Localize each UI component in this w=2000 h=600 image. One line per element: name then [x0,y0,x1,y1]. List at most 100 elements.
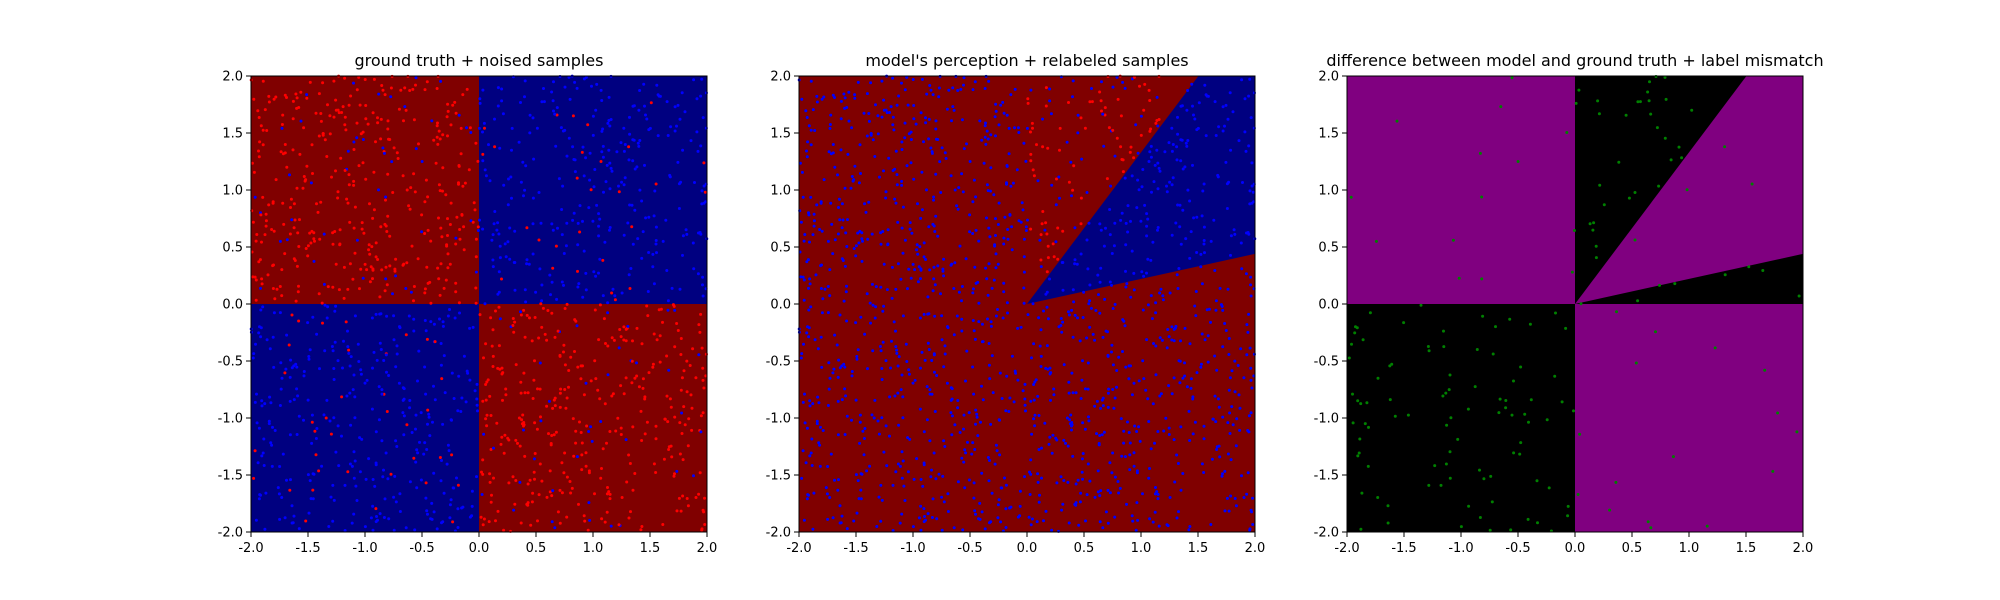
panel-3-x-axis: -2.0 -1.5 -1.0 -0.5 0.0 0.5 1.0 1.5 2.0 [1334,532,1813,556]
sample-point [337,288,341,292]
sample-point [1172,438,1176,442]
sample-point [1121,170,1125,174]
sample-point [806,140,810,144]
sample-point [310,143,314,147]
x-tick-label: 1.5 [1188,541,1209,556]
sample-point [1073,313,1077,317]
sample-point [1228,376,1232,380]
sample-point [961,528,965,532]
sample-point [608,161,612,165]
sample-point [968,160,972,163]
sample-point [1127,364,1131,368]
sample-point [1088,299,1092,303]
sample-point [501,112,505,116]
sample-point [845,527,849,531]
sample-point [1223,322,1227,325]
sample-point [972,392,976,396]
sample-point [815,100,819,104]
sample-point [938,160,942,164]
sample-point [885,288,889,292]
sample-point [526,503,530,507]
sample-point [545,404,549,408]
sample-point [1018,504,1022,508]
sample-point [1180,104,1184,108]
sample-point [384,265,388,269]
sample-point [1090,100,1094,104]
sample-point [661,320,664,324]
sample-point [1079,196,1083,200]
sample-point [345,394,349,398]
region-disagree-lower [1575,253,1803,304]
sample-point [1071,454,1075,458]
sample-point [1221,308,1225,312]
sample-point [653,189,657,193]
sample-point [891,76,895,80]
sample-point [279,150,283,154]
sample-point [868,301,872,305]
sample-point [1023,382,1027,386]
sample-point [840,398,844,402]
sample-point [487,143,490,147]
sample-point [1235,417,1239,421]
sample-point [1181,167,1185,171]
sample-point [931,497,935,501]
sample-point [297,527,301,531]
sample-point [1073,226,1077,230]
sample-point [820,365,824,369]
sample-point [531,491,535,495]
sample-point [1085,238,1089,242]
sample-point [383,222,387,226]
sample-point [376,258,380,261]
sample-point [638,139,642,142]
sample-point [440,235,444,239]
sample-point [446,217,449,221]
sample-point [1512,451,1516,455]
sample-point [1099,266,1103,270]
sample-point [288,375,292,379]
sample-point [1110,471,1114,475]
sample-point [527,262,531,266]
sample-point [654,242,658,246]
sample-point [810,464,814,467]
sample-point [540,283,544,287]
sample-point [1194,290,1198,293]
sample-point [1227,353,1231,356]
sample-point [424,329,428,333]
sample-point [881,340,885,344]
sample-point [1168,496,1172,499]
sample-point [289,197,293,201]
sample-point [1098,434,1102,437]
sample-point [349,423,353,427]
sample-point [419,478,423,482]
sample-point [448,262,452,266]
sample-point [854,254,858,258]
sample-point [304,519,308,523]
sample-point [256,109,260,113]
sample-point [1497,411,1501,415]
sample-point [1055,177,1058,181]
sample-point [254,278,258,282]
sample-point [896,364,900,368]
sample-point [1147,476,1151,480]
sample-point [359,372,363,376]
sample-point [399,88,403,92]
sample-point [561,184,565,188]
sample-point [860,237,864,241]
sample-point [350,521,354,525]
sample-point [1028,493,1032,496]
sample-point [347,173,351,177]
sample-point [960,172,964,176]
sample-point [1030,121,1034,125]
sample-point [254,239,258,243]
sample-point [532,470,536,474]
sample-point [332,378,336,381]
sample-point [876,419,880,423]
sample-point [296,290,300,294]
sample-point [311,497,315,501]
sample-point [274,95,278,99]
sample-point [551,406,555,410]
sample-point [851,179,855,183]
sample-point [334,262,338,266]
sample-point [984,121,987,125]
